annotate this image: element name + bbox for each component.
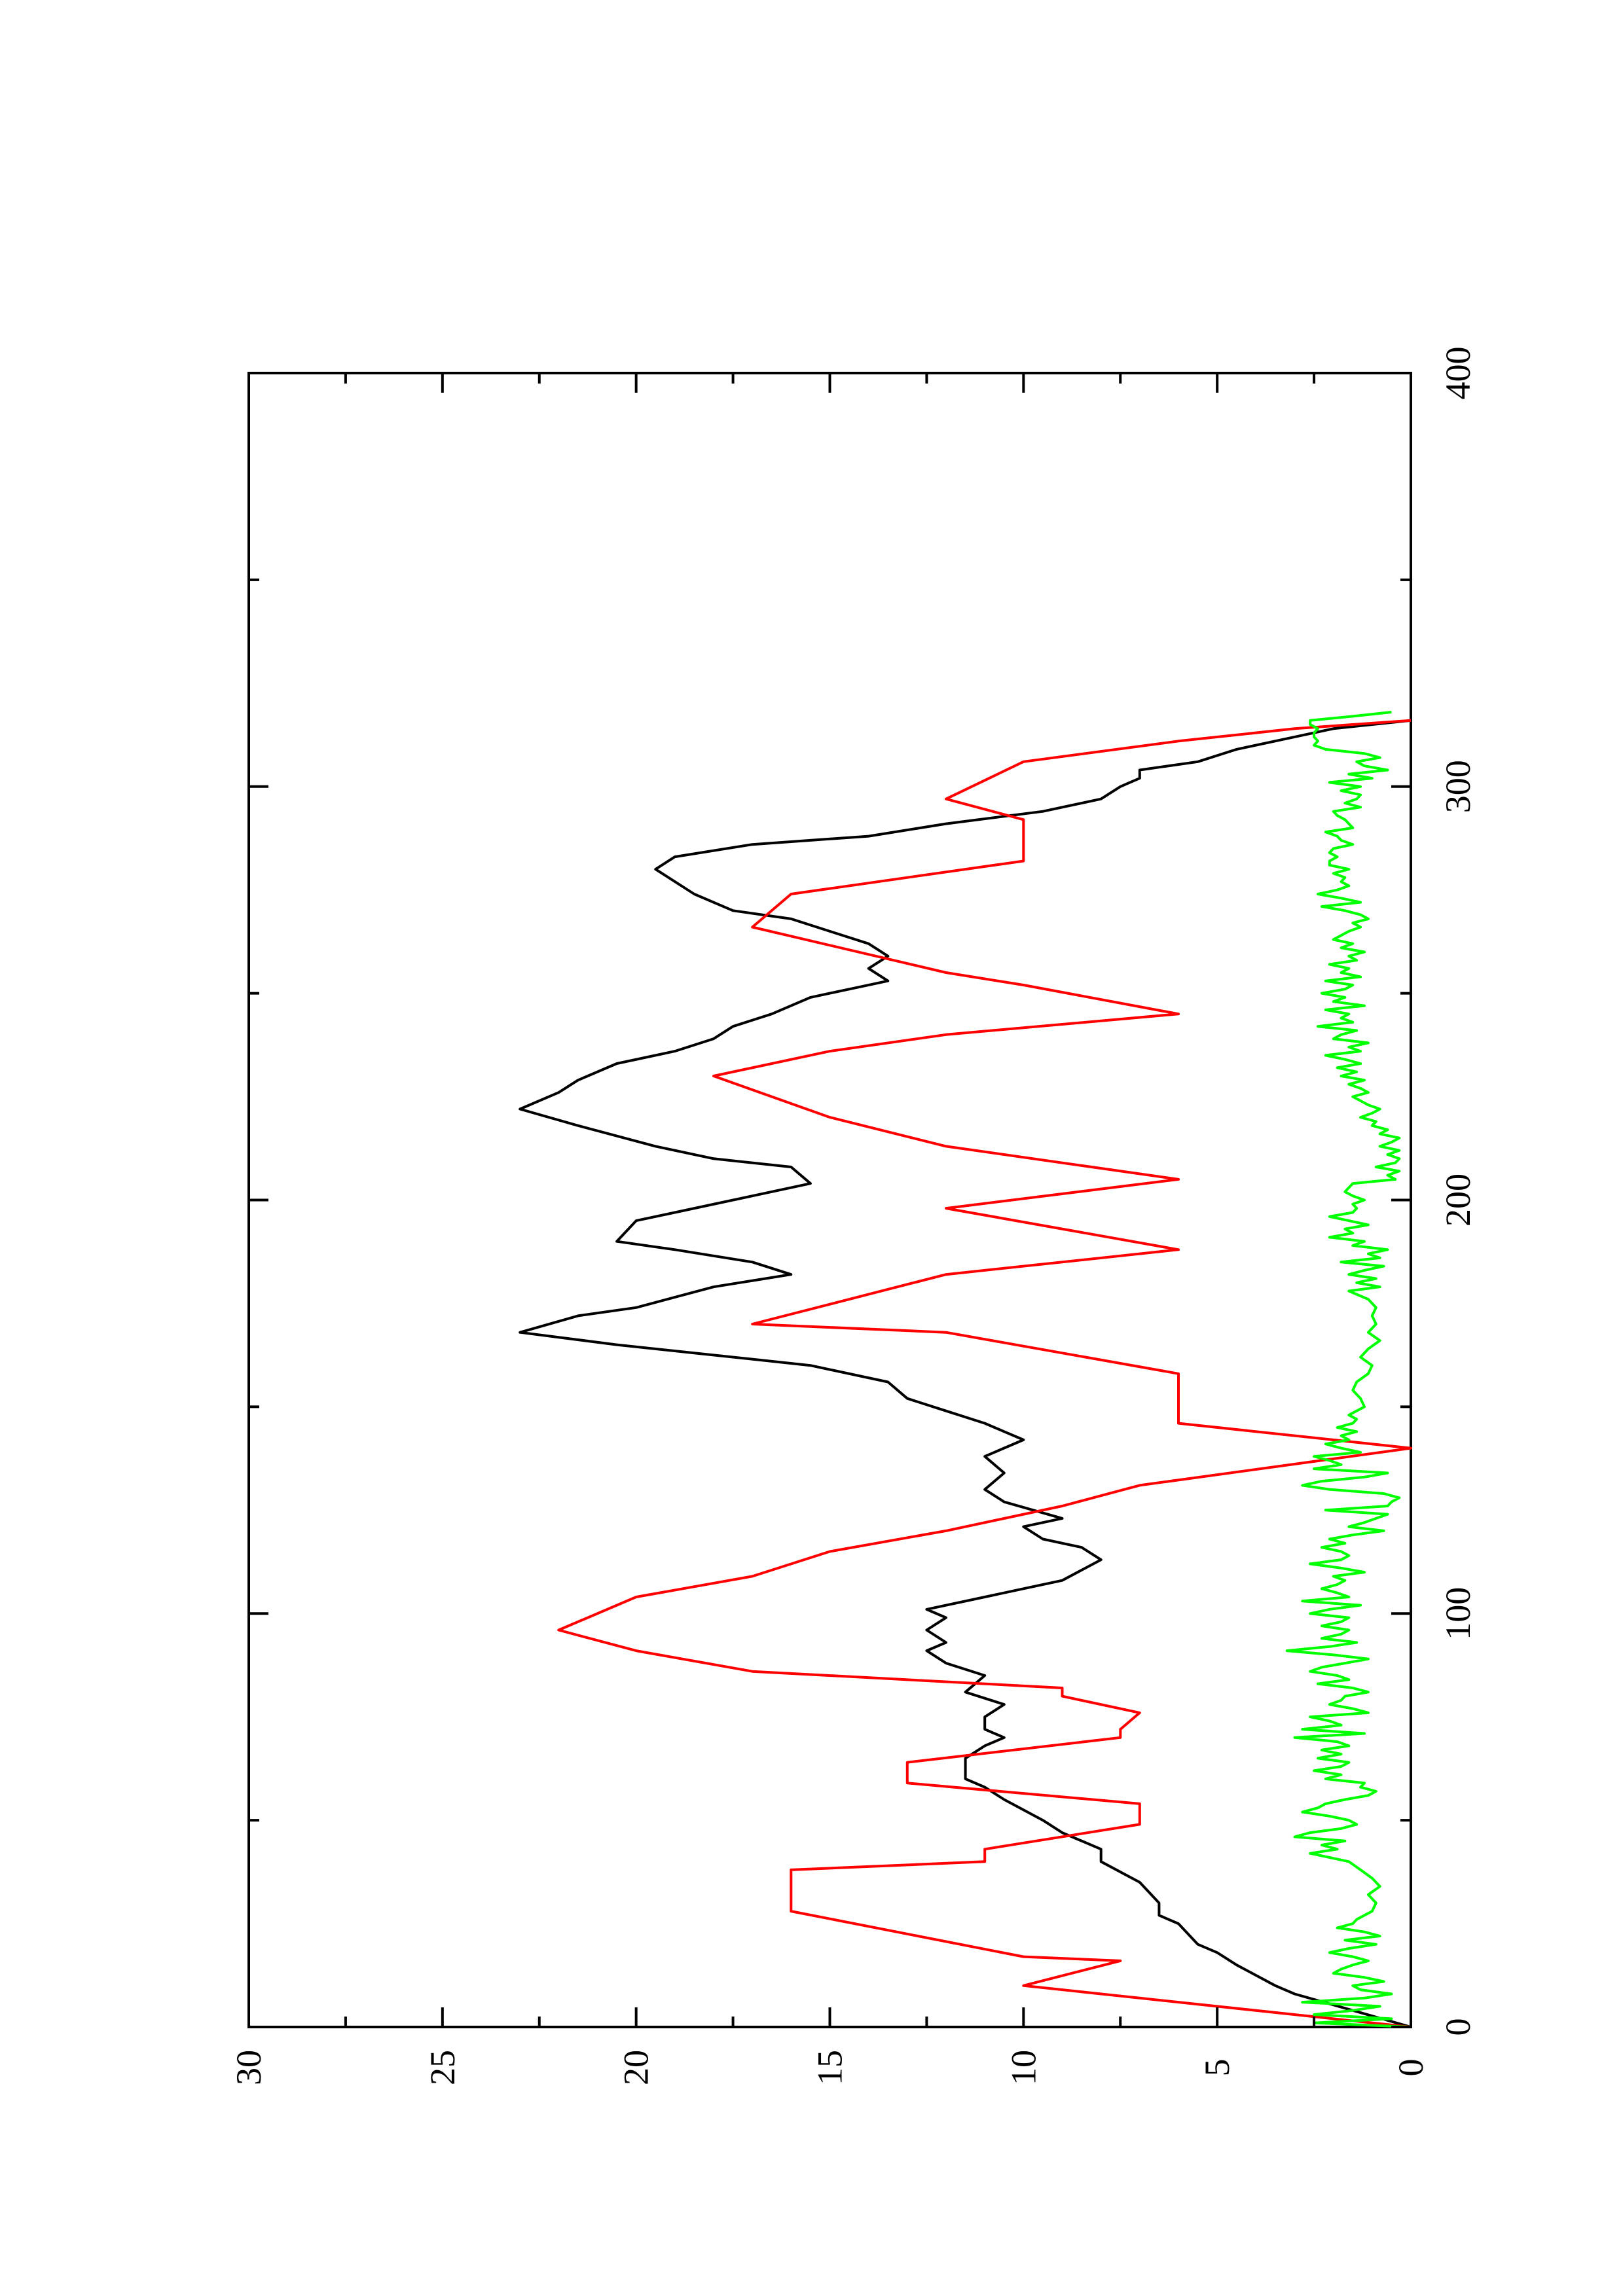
x-tick-label: 300 [1438,760,1478,813]
y-tick-label: 20 [617,2050,656,2085]
series-line-0 [557,719,1412,2028]
y-tick-label: 5 [1197,2059,1237,2077]
series-line-2 [1285,711,1412,2028]
x-tick-label: 100 [1438,1587,1478,1640]
x-tick-label: 200 [1438,1174,1478,1227]
x-tick-label: 400 [1438,347,1478,400]
x-tick-label: 0 [1438,2018,1478,2036]
y-tick-label: 10 [1004,2050,1043,2085]
y-tick-label: 15 [811,2050,850,2085]
ticks-layer [247,372,1412,2028]
labels-layer: 0 100 200 300 400 0 5 10 15 20 25 30 [229,347,1478,2086]
y-tick-label: 30 [229,2050,268,2085]
series-layer [519,711,1412,2028]
y-tick-label: 25 [423,2050,462,2085]
plot-frame [247,372,1412,2028]
y-tick-label: 0 [1391,2059,1431,2077]
series-line-1 [519,719,1412,2028]
